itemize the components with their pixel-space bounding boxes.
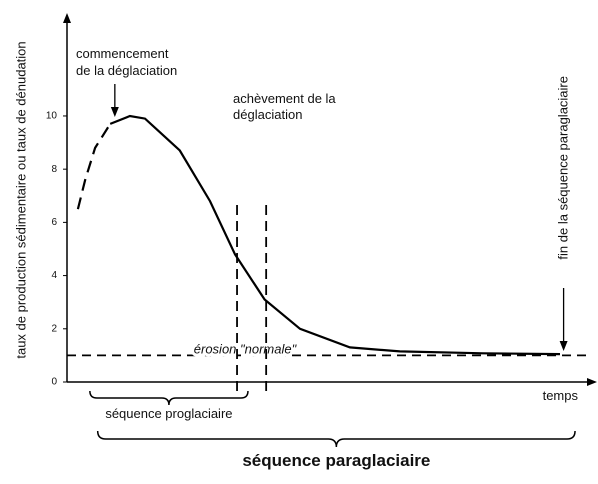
bracket-label: séquence proglaciaire (105, 406, 232, 421)
y-tick-label: 6 (51, 217, 57, 228)
annotation: achèvement de la (233, 91, 336, 106)
y-axis-label: taux de production sédimentaire ou taux … (13, 41, 28, 358)
curve (109, 114, 561, 356)
reference-label: érosion "normale" (194, 341, 298, 356)
annotation: de la déglaciation (76, 63, 177, 78)
y-tick-label: 0 (51, 377, 57, 388)
y-tick-label: 2 (51, 323, 57, 334)
annotation: commencement (76, 46, 169, 61)
annotation: déglaciation (233, 107, 302, 122)
y-tick-label: 4 (51, 270, 57, 281)
y-tick-label: 8 (51, 164, 57, 175)
bracket-label: séquence paraglaciaire (242, 451, 430, 470)
bracket (89, 390, 249, 406)
curve (76, 123, 112, 210)
x-axis-label: temps (543, 388, 579, 403)
bracket (96, 430, 576, 448)
annotation: fin de la séquence paraglaciaire (556, 76, 571, 260)
y-tick-label: 10 (46, 111, 58, 122)
